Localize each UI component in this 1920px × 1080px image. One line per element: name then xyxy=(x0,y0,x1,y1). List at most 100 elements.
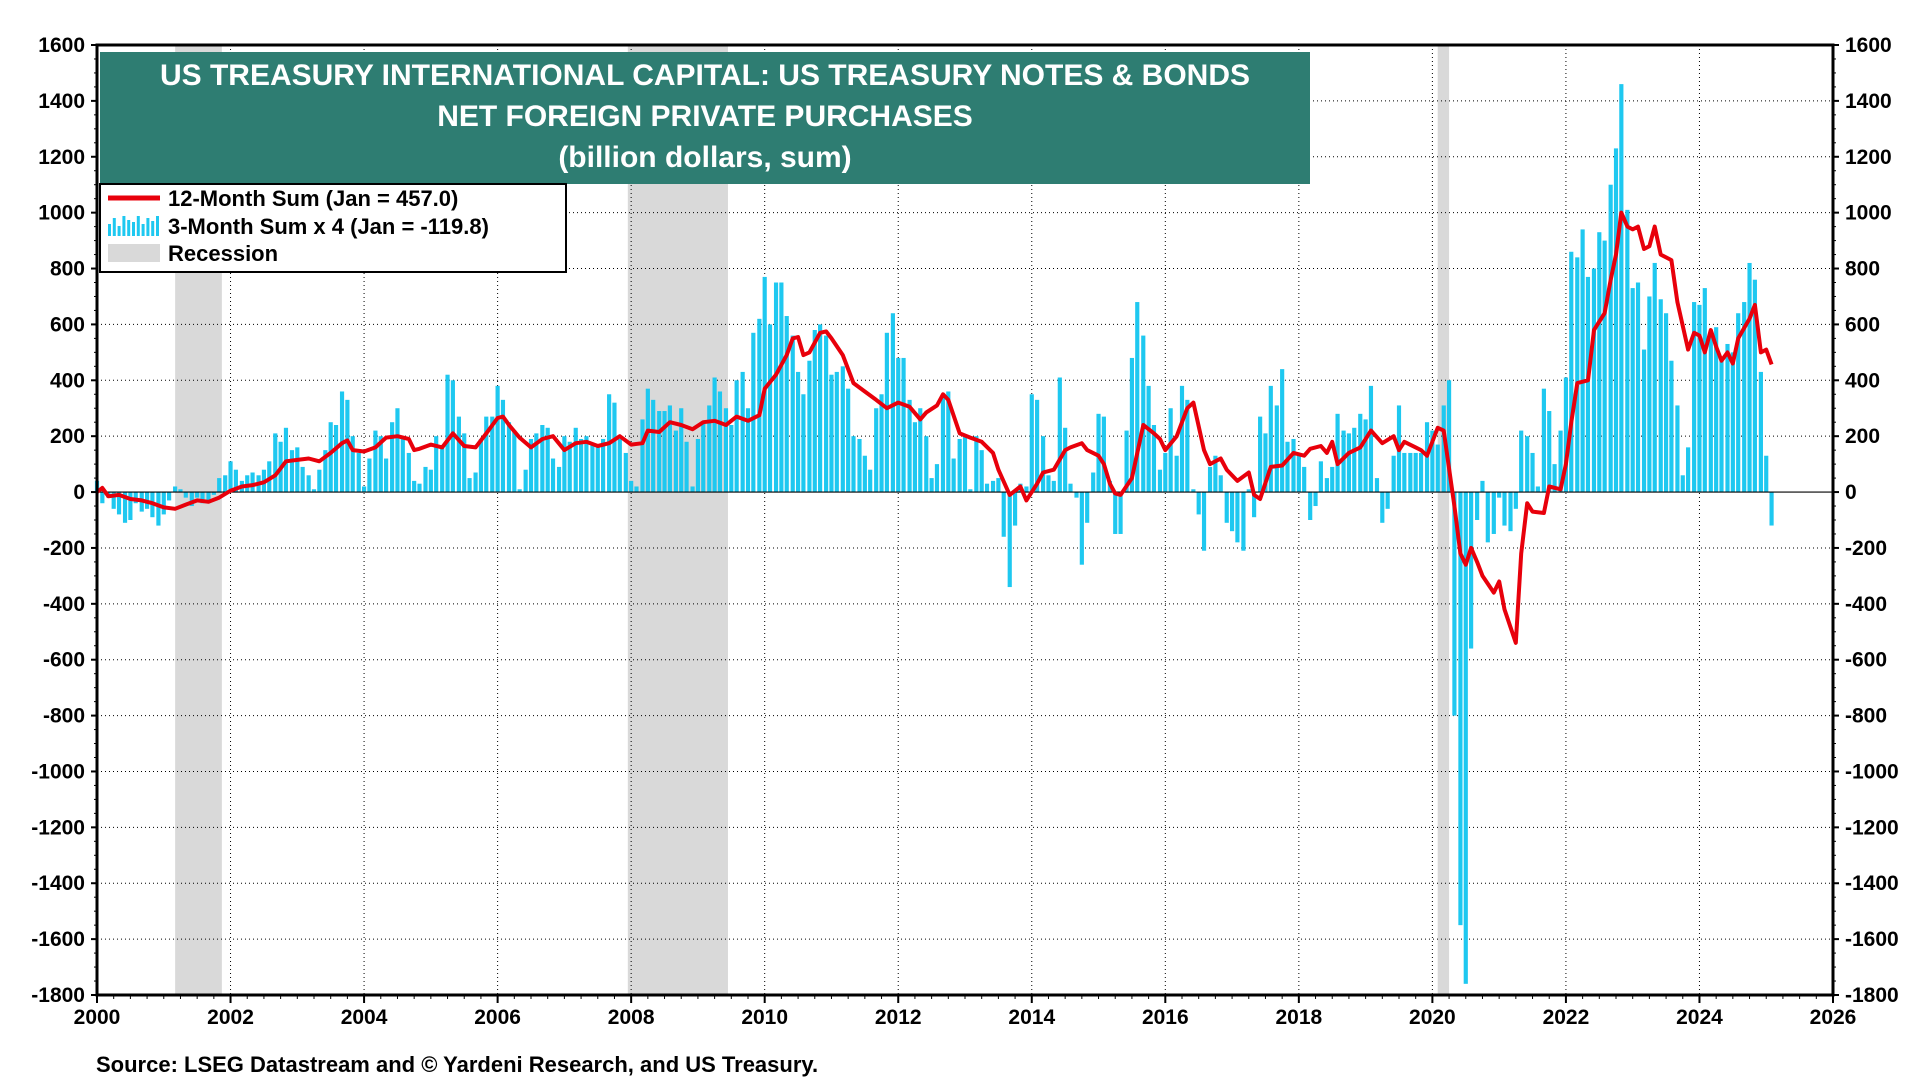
bar xyxy=(1625,209,1630,493)
bar xyxy=(818,324,823,493)
bar xyxy=(295,447,300,493)
y-tick-label-right: 400 xyxy=(1845,369,1880,392)
bar xyxy=(1658,299,1663,493)
bar xyxy=(1291,438,1296,493)
legend-bar-mark xyxy=(132,222,135,236)
y-tick-label-right: 1200 xyxy=(1845,146,1892,169)
bar xyxy=(1207,466,1213,493)
bar xyxy=(1263,433,1268,493)
bar xyxy=(1085,492,1090,523)
bar xyxy=(495,385,500,493)
bar xyxy=(673,430,678,493)
legend-bar-mark xyxy=(117,226,121,236)
bar xyxy=(1697,304,1702,493)
bar xyxy=(974,436,979,493)
bar xyxy=(907,399,912,493)
bar xyxy=(361,486,367,493)
bar xyxy=(1346,433,1352,493)
bar xyxy=(440,447,445,493)
bar xyxy=(250,472,255,493)
bar xyxy=(712,377,717,493)
bar xyxy=(1708,335,1713,493)
bar xyxy=(667,405,672,493)
bar xyxy=(1441,405,1446,493)
bar xyxy=(1575,257,1580,493)
bar xyxy=(1146,385,1151,493)
bar xyxy=(350,436,355,493)
y-tick-label-right: -200 xyxy=(1845,537,1887,560)
bar xyxy=(890,313,895,493)
bar xyxy=(1185,399,1190,493)
bar xyxy=(1719,357,1724,493)
bar xyxy=(1074,492,1079,498)
bar xyxy=(1641,349,1647,493)
bar xyxy=(767,324,773,493)
bar xyxy=(1258,416,1263,493)
bar xyxy=(528,438,534,493)
bar xyxy=(122,492,128,523)
bar xyxy=(1764,455,1769,493)
bar xyxy=(1669,360,1674,493)
bar xyxy=(1742,302,1747,493)
x-tick-label: 2008 xyxy=(608,1006,655,1029)
chart-title-line2: NET FOREIGN PRIVATE PURCHASES xyxy=(437,100,973,133)
bar xyxy=(189,492,194,507)
x-tick-label: 2020 xyxy=(1409,1006,1456,1029)
bar xyxy=(400,436,405,493)
bar xyxy=(1268,385,1273,493)
bar xyxy=(846,388,851,493)
x-tick-label: 2006 xyxy=(474,1006,521,1029)
y-tick-label-left: 400 xyxy=(50,369,85,392)
bar xyxy=(206,492,211,501)
bar xyxy=(1352,427,1357,493)
bar xyxy=(1029,394,1034,493)
bar xyxy=(428,469,433,493)
y-tick-label-left: -400 xyxy=(43,593,85,616)
bar xyxy=(1635,282,1641,493)
bar xyxy=(868,469,873,493)
bar xyxy=(1096,413,1101,493)
bar xyxy=(417,483,422,493)
legend-bar-swatch xyxy=(108,216,159,236)
bar xyxy=(1530,452,1535,493)
bar xyxy=(1057,377,1062,493)
y-tick-label-right: -1800 xyxy=(1845,984,1899,1007)
bar xyxy=(523,469,528,493)
bar xyxy=(1380,492,1385,523)
bar xyxy=(183,492,188,498)
x-tick-label: 2002 xyxy=(207,1006,254,1029)
bar xyxy=(1686,447,1691,493)
bar xyxy=(1213,455,1218,493)
bar xyxy=(773,282,779,493)
bar xyxy=(1480,480,1485,493)
bar xyxy=(662,411,667,493)
y-tick-label-left: 1400 xyxy=(38,90,85,113)
bar xyxy=(1597,232,1602,493)
bar xyxy=(289,450,295,493)
bar xyxy=(584,436,589,493)
bar xyxy=(556,466,562,493)
y-tick-label-right: 0 xyxy=(1845,481,1857,504)
bar xyxy=(979,450,984,493)
bar xyxy=(1118,492,1123,534)
bar xyxy=(423,466,428,493)
title-box xyxy=(100,52,1310,184)
bar xyxy=(1385,492,1390,509)
bar xyxy=(996,478,1001,493)
y-tick-label-left: -200 xyxy=(43,537,85,560)
bar xyxy=(1174,455,1179,493)
bar xyxy=(684,441,689,493)
y-tick-label-right: -400 xyxy=(1845,593,1887,616)
bar xyxy=(990,480,996,493)
bar xyxy=(1702,288,1707,493)
bar xyxy=(1458,492,1463,926)
bar xyxy=(395,408,400,493)
bar xyxy=(629,480,634,493)
x-tick-label: 2012 xyxy=(875,1006,922,1029)
y-tick-label-right: 200 xyxy=(1845,425,1880,448)
bar xyxy=(317,469,322,493)
bar xyxy=(1558,430,1563,493)
bar xyxy=(874,408,879,493)
bar xyxy=(245,475,250,493)
bar xyxy=(1191,489,1196,493)
